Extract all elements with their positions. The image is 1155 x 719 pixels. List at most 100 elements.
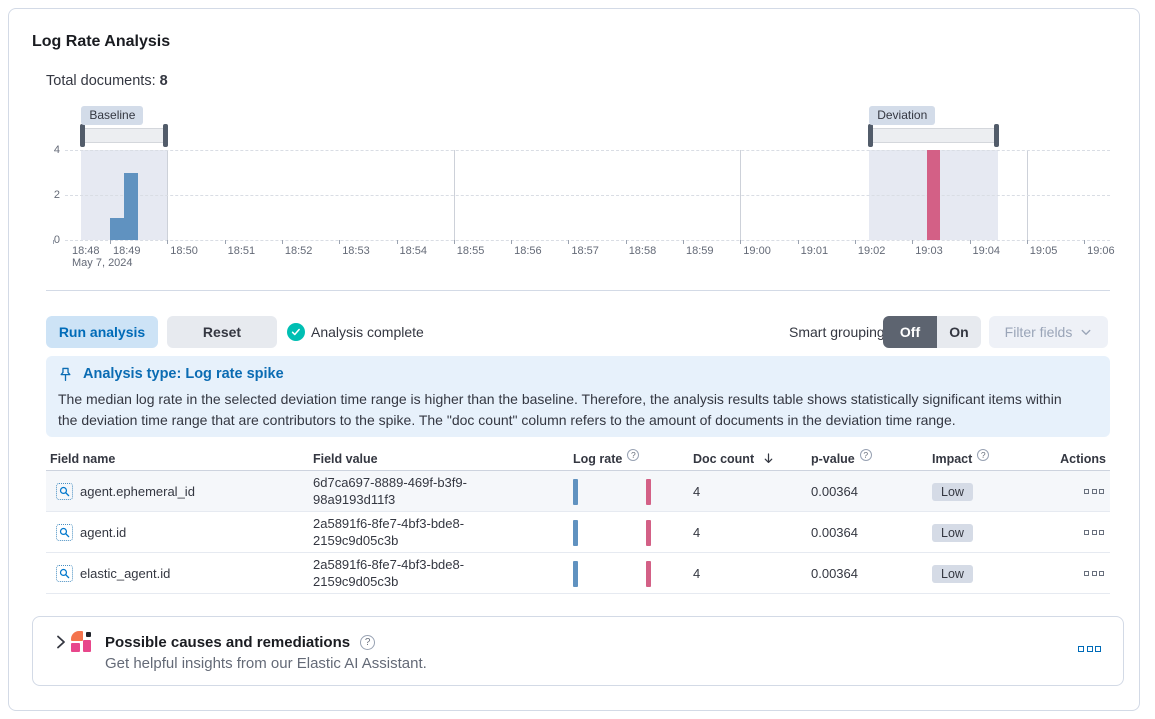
smart-grouping-off-button[interactable]: Off: [883, 316, 937, 348]
total-documents-value: 8: [159, 73, 168, 89]
x-axis-tick: [167, 240, 169, 244]
x-axis-label: 19:05: [1029, 245, 1058, 257]
filter-field-icon[interactable]: [56, 471, 73, 512]
deviation-brush[interactable]: [868, 124, 1000, 147]
baseline-bar: [124, 172, 138, 240]
x-axis-label: 18:48: [72, 245, 100, 257]
log-rate-deviation-bar: [646, 479, 651, 505]
analysis-status-text: Analysis complete: [311, 324, 424, 340]
x-axis-tick: [625, 240, 627, 244]
p-value-cell: 0.00364: [811, 525, 858, 540]
x-axis-tick: [1026, 240, 1028, 244]
doc-count-cell: 4: [693, 566, 701, 581]
field-name-cell: agent.ephemeral_id: [80, 484, 195, 499]
x-axis-label: 19:01: [800, 245, 829, 257]
p-value-info-icon[interactable]: ?: [859, 448, 872, 461]
x-axis-label: 19:04: [972, 245, 1001, 257]
x-axis-tick: [224, 240, 226, 244]
x-axis-tick: [912, 240, 914, 244]
run-analysis-button[interactable]: Run analysis: [46, 316, 158, 348]
x-axis-label: 19:00: [743, 245, 771, 257]
doc-count-cell: 4: [693, 484, 701, 499]
analysis-type-callout: [46, 356, 1110, 437]
section-divider: [46, 290, 1110, 291]
x-axis-label: 18:49: [113, 245, 141, 257]
smart-grouping-toggle: Off On: [883, 316, 981, 348]
impact-cell: Low: [932, 512, 973, 553]
y-gridline-4: [65, 150, 1110, 151]
deviation-brush-handle-l[interactable]: [868, 124, 874, 147]
smart-grouping-label: Smart grouping: [789, 324, 885, 340]
doc-count-cell: 4: [693, 525, 701, 540]
page-title: Log Rate Analysis: [32, 33, 171, 50]
x-axis-label: 18:57: [571, 245, 599, 257]
x-axis-label: 18:52: [284, 245, 313, 257]
callout-title: Analysis type: Log rate spike: [83, 366, 284, 382]
log-rate-baseline-bar: [573, 520, 578, 546]
header-actions: Actions: [1060, 451, 1106, 466]
x-axis-label: 19:02: [857, 245, 886, 257]
baseline-brush-handle-l[interactable]: [80, 124, 86, 147]
x-axis-label: 18:59: [686, 245, 714, 257]
x-axis-tick: [854, 240, 856, 244]
causes-help-icon[interactable]: ?: [360, 635, 376, 650]
row-actions-icon[interactable]: [1084, 512, 1104, 553]
callout-title-row: Analysis type: Log rate spike: [58, 366, 284, 382]
field-value-cell: 6d7ca697-8889-469f-b3f9-98a9193d11f3: [313, 475, 467, 507]
row-actions-icon[interactable]: [1084, 553, 1104, 594]
y-gridline-0: [65, 240, 1110, 241]
baseline-badge: Baseline: [81, 106, 144, 125]
impact-badge: Low: [932, 482, 973, 501]
header-p-value[interactable]: p-value?: [811, 446, 872, 471]
filter-field-icon[interactable]: [56, 553, 73, 594]
baseline-brush[interactable]: [80, 124, 169, 147]
chevron-right-icon[interactable]: [53, 634, 69, 650]
pin-icon: [60, 367, 71, 381]
document-count-chart: 0 2 4 18:48 18:49 18:50 18:51 18:52 18:53 18:54 18…: [0, 0, 1155, 300]
causes-panel-title-row: Possible causes and remediations ?: [105, 634, 376, 651]
field-value-cell: 2a5891f6-8fe7-4bf3-bde8-2159c9d05c3b: [313, 557, 465, 589]
x-axis-tick: [740, 240, 742, 244]
reset-button[interactable]: Reset: [167, 316, 277, 348]
filter-fields-label: Filter fields: [1004, 324, 1073, 340]
header-field-name[interactable]: Field name: [50, 451, 116, 466]
x-axis-tick: [1084, 240, 1086, 244]
header-impact[interactable]: Impact?: [932, 446, 990, 471]
y-axis-label: 2: [53, 189, 60, 201]
header-doc-count[interactable]: Doc count: [693, 446, 775, 471]
x-axis-tick: [281, 240, 283, 244]
field-name-cell: elastic_agent.id: [80, 566, 171, 581]
x-axis-tick: [339, 240, 341, 244]
x-axis-label: 18:56: [514, 245, 542, 257]
row-actions-icon[interactable]: [1084, 471, 1104, 512]
smart-grouping-on-button[interactable]: On: [937, 316, 981, 348]
callout-body: The median log rate in the selected devi…: [58, 391, 1062, 428]
p-value-cell: 0.00364: [811, 484, 858, 499]
sort-desc-icon: [764, 453, 773, 464]
deviation-brush-handle-r[interactable]: [994, 124, 1000, 147]
table-row: elastic_agent.id 2a5891f6-8fe7-4bf3-bde8-…: [46, 553, 1110, 594]
x-axis-label: 18:54: [399, 245, 428, 257]
log-rate-info-icon[interactable]: ?: [627, 448, 640, 461]
y-axis-label: 4: [53, 144, 60, 156]
x-axis-tick: [797, 240, 799, 244]
impact-cell: Low: [932, 553, 973, 594]
impact-badge: Low: [932, 564, 973, 583]
filter-fields-button[interactable]: Filter fields: [989, 316, 1108, 348]
baseline-brush-handle-r[interactable]: [163, 124, 169, 147]
filter-field-icon[interactable]: [56, 512, 73, 553]
log-rate-baseline-bar: [573, 561, 578, 587]
header-field-value[interactable]: Field value: [313, 451, 378, 466]
impact-info-icon[interactable]: ?: [977, 448, 990, 461]
baseline-bar: [110, 217, 124, 240]
y-gridline-2: [65, 195, 1110, 196]
causes-actions-icon[interactable]: [1078, 646, 1101, 652]
x-axis-label: 18:50: [170, 245, 198, 257]
elastic-ai-assistant-icon: [71, 631, 93, 653]
x-axis-tick: [453, 240, 455, 244]
log-rate-deviation-bar: [646, 520, 651, 546]
deviation-bar: [926, 150, 941, 240]
header-log-rate[interactable]: Log rate?: [573, 446, 640, 471]
x-axis-date-label: May 7, 2024: [72, 257, 133, 269]
